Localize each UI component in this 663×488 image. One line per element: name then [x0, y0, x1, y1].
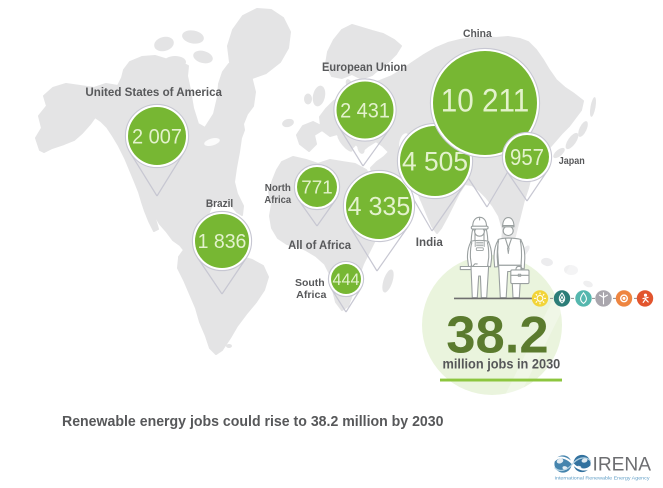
svg-text:2 431: 2 431 — [340, 100, 390, 123]
svg-text:1 836: 1 836 — [198, 231, 247, 253]
svg-text:38.2: 38.2 — [446, 306, 548, 364]
svg-text:North: North — [265, 183, 291, 194]
svg-text:4 505: 4 505 — [402, 147, 468, 177]
svg-text:International Renewable Energy: International Renewable Energy Agency — [555, 476, 651, 481]
svg-text:Brazil: Brazil — [206, 198, 233, 210]
svg-text:IRENA: IRENA — [593, 455, 652, 476]
svg-text:4 335: 4 335 — [348, 191, 411, 221]
svg-text:United States of America: United States of America — [85, 85, 222, 99]
svg-text:957: 957 — [510, 144, 544, 170]
svg-text:10 211: 10 211 — [441, 82, 530, 118]
svg-text:China: China — [463, 28, 493, 40]
svg-text:South: South — [295, 277, 325, 289]
svg-text:Africa: Africa — [296, 289, 326, 301]
svg-text:Japan: Japan — [559, 156, 585, 167]
svg-text:Renewable energy jobs could ri: Renewable energy jobs could rise to 38.2… — [62, 413, 444, 430]
svg-text:million jobs in 2030: million jobs in 2030 — [443, 357, 561, 372]
svg-text:444: 444 — [333, 271, 360, 289]
svg-text:All of Africa: All of Africa — [288, 240, 352, 252]
svg-text:Africa: Africa — [264, 195, 291, 206]
svg-text:India: India — [416, 237, 444, 249]
svg-text:European Union: European Union — [322, 60, 407, 74]
svg-text:2 007: 2 007 — [132, 126, 182, 149]
svg-text:771: 771 — [301, 177, 332, 198]
